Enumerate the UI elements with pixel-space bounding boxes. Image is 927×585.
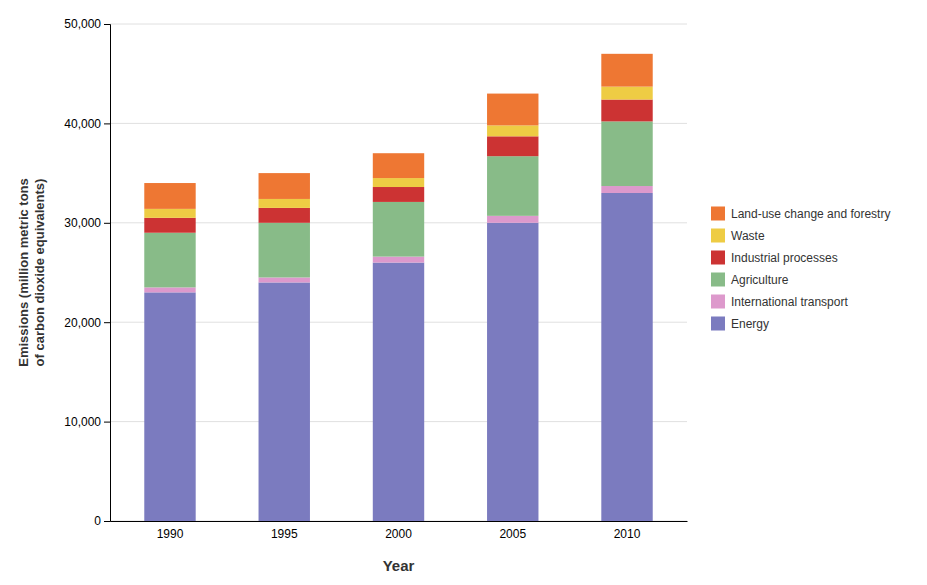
y-tick-label: 20,000 — [64, 316, 101, 330]
plot: 1990 1995 2000 2005 2010 0 10,000 20,000 30,000 4… — [64, 17, 687, 540]
legend-item: Land-use change and forestry — [711, 207, 890, 221]
bar — [144, 218, 195, 233]
y-tick-mark — [104, 123, 110, 124]
y-axis-title-line: of carbon dioxide equivalents) — [32, 179, 47, 367]
bar — [144, 292, 195, 521]
legend-swatch — [711, 251, 725, 265]
legend-label: Agriculture — [731, 273, 789, 287]
y-tick: 0 — [94, 514, 110, 528]
legend-label: Waste — [731, 229, 765, 243]
y-tick-label: 30,000 — [64, 216, 101, 230]
legend-item: Agriculture — [711, 273, 789, 287]
x-tick-label: 2000 — [385, 527, 412, 541]
bar — [601, 186, 652, 193]
y-axis: 0 10,000 20,000 30,000 40,000 50,000 — [64, 17, 110, 528]
bar — [259, 173, 310, 199]
x-axis-line — [111, 521, 688, 522]
legend-swatch — [711, 229, 725, 243]
bar — [144, 287, 195, 292]
y-tick: 10,000 — [64, 415, 110, 429]
bar — [259, 223, 310, 278]
y-tick: 30,000 — [64, 216, 110, 230]
bar — [373, 178, 424, 187]
legend-label: International transport — [731, 295, 848, 309]
bar — [144, 233, 195, 288]
y-tick: 40,000 — [64, 117, 110, 131]
bar — [259, 208, 310, 223]
bar — [487, 136, 538, 156]
bar — [487, 223, 538, 521]
bar — [373, 257, 424, 263]
x-tick: 1990 — [157, 527, 184, 541]
y-tick-label: 0 — [94, 514, 101, 528]
y-tick-mark — [104, 24, 110, 25]
legend: Land-use change and forestry Waste Industr… — [711, 207, 890, 331]
series — [144, 121, 652, 287]
y-tick-label: 10,000 — [64, 415, 101, 429]
legend-label: Land-use change and forestry — [731, 207, 890, 221]
y-tick-label: 50,000 — [64, 17, 101, 31]
bar — [487, 125, 538, 136]
x-tick-label: 1995 — [271, 527, 298, 541]
series — [144, 87, 652, 218]
y-tick-mark — [104, 422, 110, 423]
series — [144, 54, 652, 209]
legend-swatch — [711, 295, 725, 309]
y-tick-mark — [104, 322, 110, 323]
chart: 1990 1995 2000 2005 2010 0 10,000 20,000 30,000 4… — [0, 0, 927, 585]
y-tick-label: 40,000 — [64, 117, 101, 131]
bar — [144, 183, 195, 209]
y-axis-line — [104, 25, 111, 522]
legend-swatch — [711, 317, 725, 331]
y-tick-mark — [104, 521, 110, 522]
series — [144, 186, 652, 292]
bar — [601, 54, 652, 87]
legend-swatch — [711, 273, 725, 287]
legend-item: Industrial processes — [711, 251, 838, 265]
bar — [601, 87, 652, 100]
legend-item: International transport — [711, 295, 848, 309]
bar — [259, 199, 310, 208]
legend-swatch — [711, 207, 725, 221]
series — [144, 100, 652, 233]
y-axis-title-line: Emissions (million metric tons — [16, 178, 31, 367]
bar — [373, 263, 424, 521]
y-tick-mark — [104, 223, 110, 224]
bar — [487, 156, 538, 216]
legend-label: Energy — [731, 317, 769, 331]
series — [144, 193, 652, 521]
grid-line — [110, 123, 687, 124]
bar — [144, 209, 195, 218]
bars — [144, 54, 652, 521]
legend-item: Waste — [711, 229, 765, 243]
x-tick-label: 2005 — [499, 527, 526, 541]
y-tick: 50,000 — [64, 17, 110, 31]
y-axis-title: Emissions (million metric tonsof carbon … — [16, 178, 47, 367]
legend-label: Industrial processes — [731, 251, 838, 265]
x-tick-label: 2010 — [614, 527, 641, 541]
x-axis-title: Year — [383, 557, 415, 574]
x-tick: 1995 — [271, 527, 298, 541]
x-axis: 1990 1995 2000 2005 2010 — [111, 522, 688, 541]
x-tick: 2005 — [499, 527, 526, 541]
x-tick-label: 1990 — [157, 527, 184, 541]
bar — [259, 277, 310, 282]
bar — [373, 202, 424, 257]
grid-line — [110, 24, 687, 25]
bar — [601, 193, 652, 521]
bar — [601, 121, 652, 186]
legend-item: Energy — [711, 317, 769, 331]
y-tick: 20,000 — [64, 316, 110, 330]
bar — [487, 94, 538, 126]
bar — [259, 282, 310, 521]
bar — [487, 216, 538, 223]
x-tick: 2000 — [385, 527, 412, 541]
bar — [601, 100, 652, 122]
x-tick: 2010 — [614, 527, 641, 541]
bar — [373, 153, 424, 178]
bar — [373, 187, 424, 202]
grid — [110, 24, 687, 521]
